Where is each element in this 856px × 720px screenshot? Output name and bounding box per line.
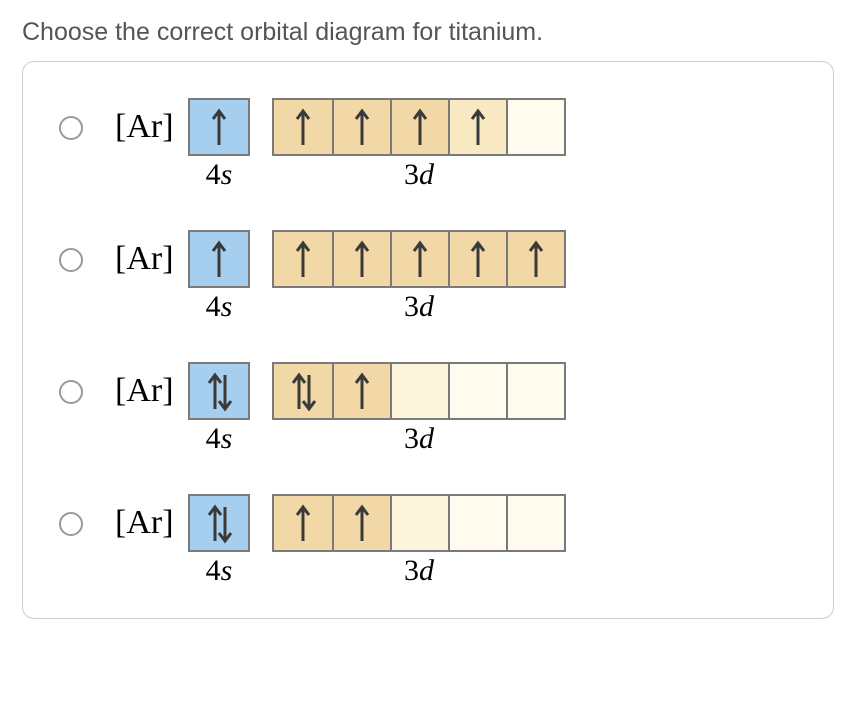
orbital-group-4s [188, 494, 250, 552]
orbital-cell [506, 100, 564, 154]
noble-gas-core: [Ar] [115, 98, 174, 156]
orbital-cell [190, 364, 248, 418]
orbital-diagram: [Ar] 4s 3d [115, 230, 566, 324]
sublabel-3d: 3d [272, 290, 566, 324]
orbital-cell [274, 100, 332, 154]
options-panel: [Ar] 4s 3d [Ar] 4s 3d [Ar] 4s 3d [Ar] 4s 3d [22, 61, 834, 619]
option-radio[interactable] [59, 116, 83, 140]
orbital-group-4s [188, 98, 250, 156]
orbital-cell [190, 100, 248, 154]
orbital-cell [390, 100, 448, 154]
arrow-up-icon [289, 501, 317, 545]
arrow-up-icon [289, 237, 317, 281]
option-row: [Ar] 4s 3d [47, 98, 809, 192]
orbital-group-3d [272, 494, 566, 552]
option-row: [Ar] 4s 3d [47, 362, 809, 456]
arrow-up-icon [348, 369, 376, 413]
sublabel-4s: 4s [188, 290, 250, 324]
orbital-cell [506, 232, 564, 286]
orbital-group-3d [272, 362, 566, 420]
orbital-diagram: [Ar] 4s 3d [115, 494, 566, 588]
orbital-cell [506, 496, 564, 550]
orbital-group-4s [188, 362, 250, 420]
arrow-up-icon [406, 105, 434, 149]
arrow-up-icon [205, 237, 233, 281]
orbital-cell [274, 364, 332, 418]
orbital-cell [390, 496, 448, 550]
option-row: [Ar] 4s 3d [47, 494, 809, 588]
orbital-cell [448, 232, 506, 286]
arrow-updown-icon [289, 369, 317, 413]
arrow-up-icon [348, 105, 376, 149]
orbital-cell [332, 364, 390, 418]
orbital-cell [274, 232, 332, 286]
arrow-updown-icon [205, 501, 233, 545]
option-radio[interactable] [59, 248, 83, 272]
orbital-group-4s [188, 230, 250, 288]
noble-gas-core: [Ar] [115, 362, 174, 420]
sublabel-4s: 4s [188, 554, 250, 588]
orbital-cell [274, 496, 332, 550]
arrow-up-icon [289, 105, 317, 149]
arrow-up-icon [348, 237, 376, 281]
orbital-cell [190, 232, 248, 286]
option-row: [Ar] 4s 3d [47, 230, 809, 324]
option-radio[interactable] [59, 380, 83, 404]
orbital-diagram: [Ar] 4s 3d [115, 98, 566, 192]
sublabel-3d: 3d [272, 422, 566, 456]
noble-gas-core: [Ar] [115, 230, 174, 288]
orbital-cell [332, 496, 390, 550]
arrow-up-icon [464, 105, 492, 149]
arrow-up-icon [348, 501, 376, 545]
orbital-cell [448, 364, 506, 418]
sublabel-4s: 4s [188, 158, 250, 192]
orbital-cell [506, 364, 564, 418]
orbital-cell [448, 100, 506, 154]
sublabel-3d: 3d [272, 554, 566, 588]
arrow-up-icon [522, 237, 550, 281]
orbital-cell [332, 232, 390, 286]
arrow-up-icon [464, 237, 492, 281]
orbital-group-3d [272, 98, 566, 156]
arrow-updown-icon [205, 369, 233, 413]
question-prompt: Choose the correct orbital diagram for t… [22, 18, 834, 47]
sublabel-4s: 4s [188, 422, 250, 456]
noble-gas-core: [Ar] [115, 494, 174, 552]
orbital-cell [448, 496, 506, 550]
arrow-up-icon [205, 105, 233, 149]
orbital-diagram: [Ar] 4s 3d [115, 362, 566, 456]
orbital-group-3d [272, 230, 566, 288]
orbital-cell [190, 496, 248, 550]
sublabel-3d: 3d [272, 158, 566, 192]
option-radio[interactable] [59, 512, 83, 536]
orbital-cell [390, 232, 448, 286]
orbital-cell [390, 364, 448, 418]
orbital-cell [332, 100, 390, 154]
arrow-up-icon [406, 237, 434, 281]
